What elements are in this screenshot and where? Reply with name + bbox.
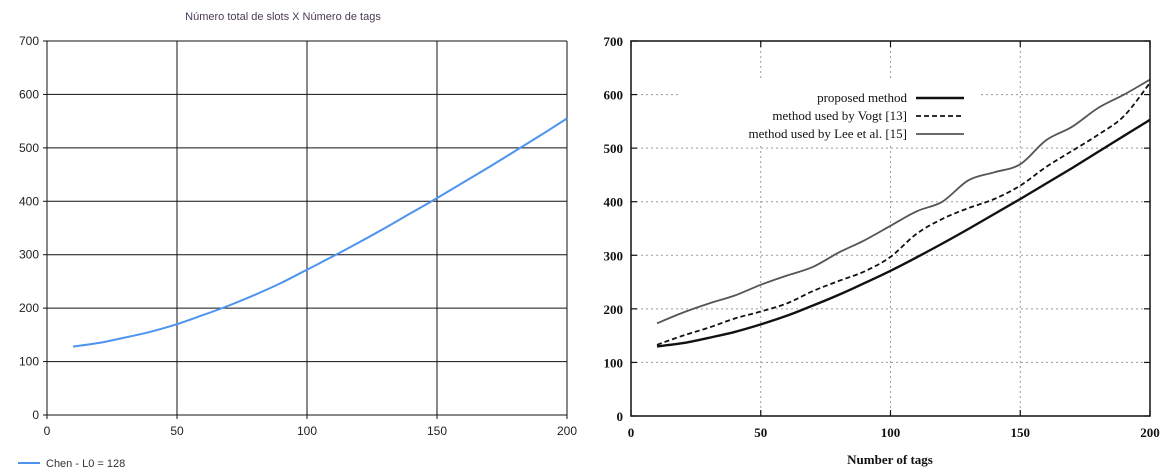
right-legend-background [680,80,980,143]
right-chart-x-tick-labels: 0 50 100 150 200 [628,425,1160,440]
left-chart-series [72,117,568,348]
right-y-tick-label: 500 [604,141,624,156]
left-y-tick-label: 600 [19,87,39,101]
right-legend-label: method used by Vogt [13] [772,108,907,123]
right-y-tick-label: 700 [604,34,624,49]
right-y-tick-label: 0 [617,409,624,424]
left-x-tick-label: 200 [557,424,577,438]
left-y-tick-label: 0 [32,408,39,422]
left-y-tick-label: 100 [19,355,39,369]
right-x-tick-label: 200 [1140,425,1160,440]
left-y-tick-label: 300 [19,248,39,262]
left-y-tick-label: 500 [19,141,39,155]
right-x-tick-label: 150 [1011,425,1031,440]
left-chart-title: Número total de slots X Número de tags [185,11,381,23]
left-chart-legend: Chen - L0 = 128 [18,458,125,470]
right-chart-series [656,78,1151,348]
right-legend-label: method used by Lee et al. [15] [749,126,907,141]
left-x-tick-label: 100 [297,424,317,438]
series-line-vogt [656,82,1151,346]
right-x-tick-label: 50 [754,425,767,440]
left-y-tick-label: 200 [19,301,39,315]
left-chart-x-tick-labels: 0 50 100 150 200 [44,424,578,438]
left-chart-axes [43,40,568,419]
series-line-lee [656,78,1151,325]
right-chart-y-tick-labels: 0 100 200 300 400 500 600 700 [604,34,624,424]
right-y-tick-label: 200 [604,302,624,317]
right-chart-x-axis-label: Number of tags [847,452,933,467]
series-line-chen [72,117,568,348]
left-chart: Número total de slots X Número de tags 0… [18,11,577,470]
left-chart-y-tick-labels: 0 100 200 300 400 500 600 700 [19,34,39,422]
right-y-tick-label: 400 [604,195,624,210]
right-chart-legend: proposed method method used by Vogt [13] m… [680,80,980,143]
right-y-tick-label: 600 [604,88,624,103]
legend-label-chen: Chen - L0 = 128 [46,458,125,470]
right-legend-label: proposed method [817,90,907,105]
right-y-tick-label: 300 [604,248,624,263]
left-y-tick-label: 700 [19,34,39,48]
right-y-tick-label: 100 [604,355,624,370]
right-chart-frame [630,40,1151,417]
left-x-tick-label: 150 [427,424,447,438]
left-y-tick-label: 400 [19,194,39,208]
left-chart-grid [47,40,568,415]
series-line-proposed-method [656,118,1151,348]
right-chart: 0 100 200 300 400 500 600 700 0 50 100 150 200 prop… [604,34,1160,467]
left-x-tick-label: 0 [44,424,51,438]
right-x-tick-label: 100 [881,425,901,440]
left-x-tick-label: 50 [170,424,184,438]
right-x-tick-label: 0 [628,425,635,440]
